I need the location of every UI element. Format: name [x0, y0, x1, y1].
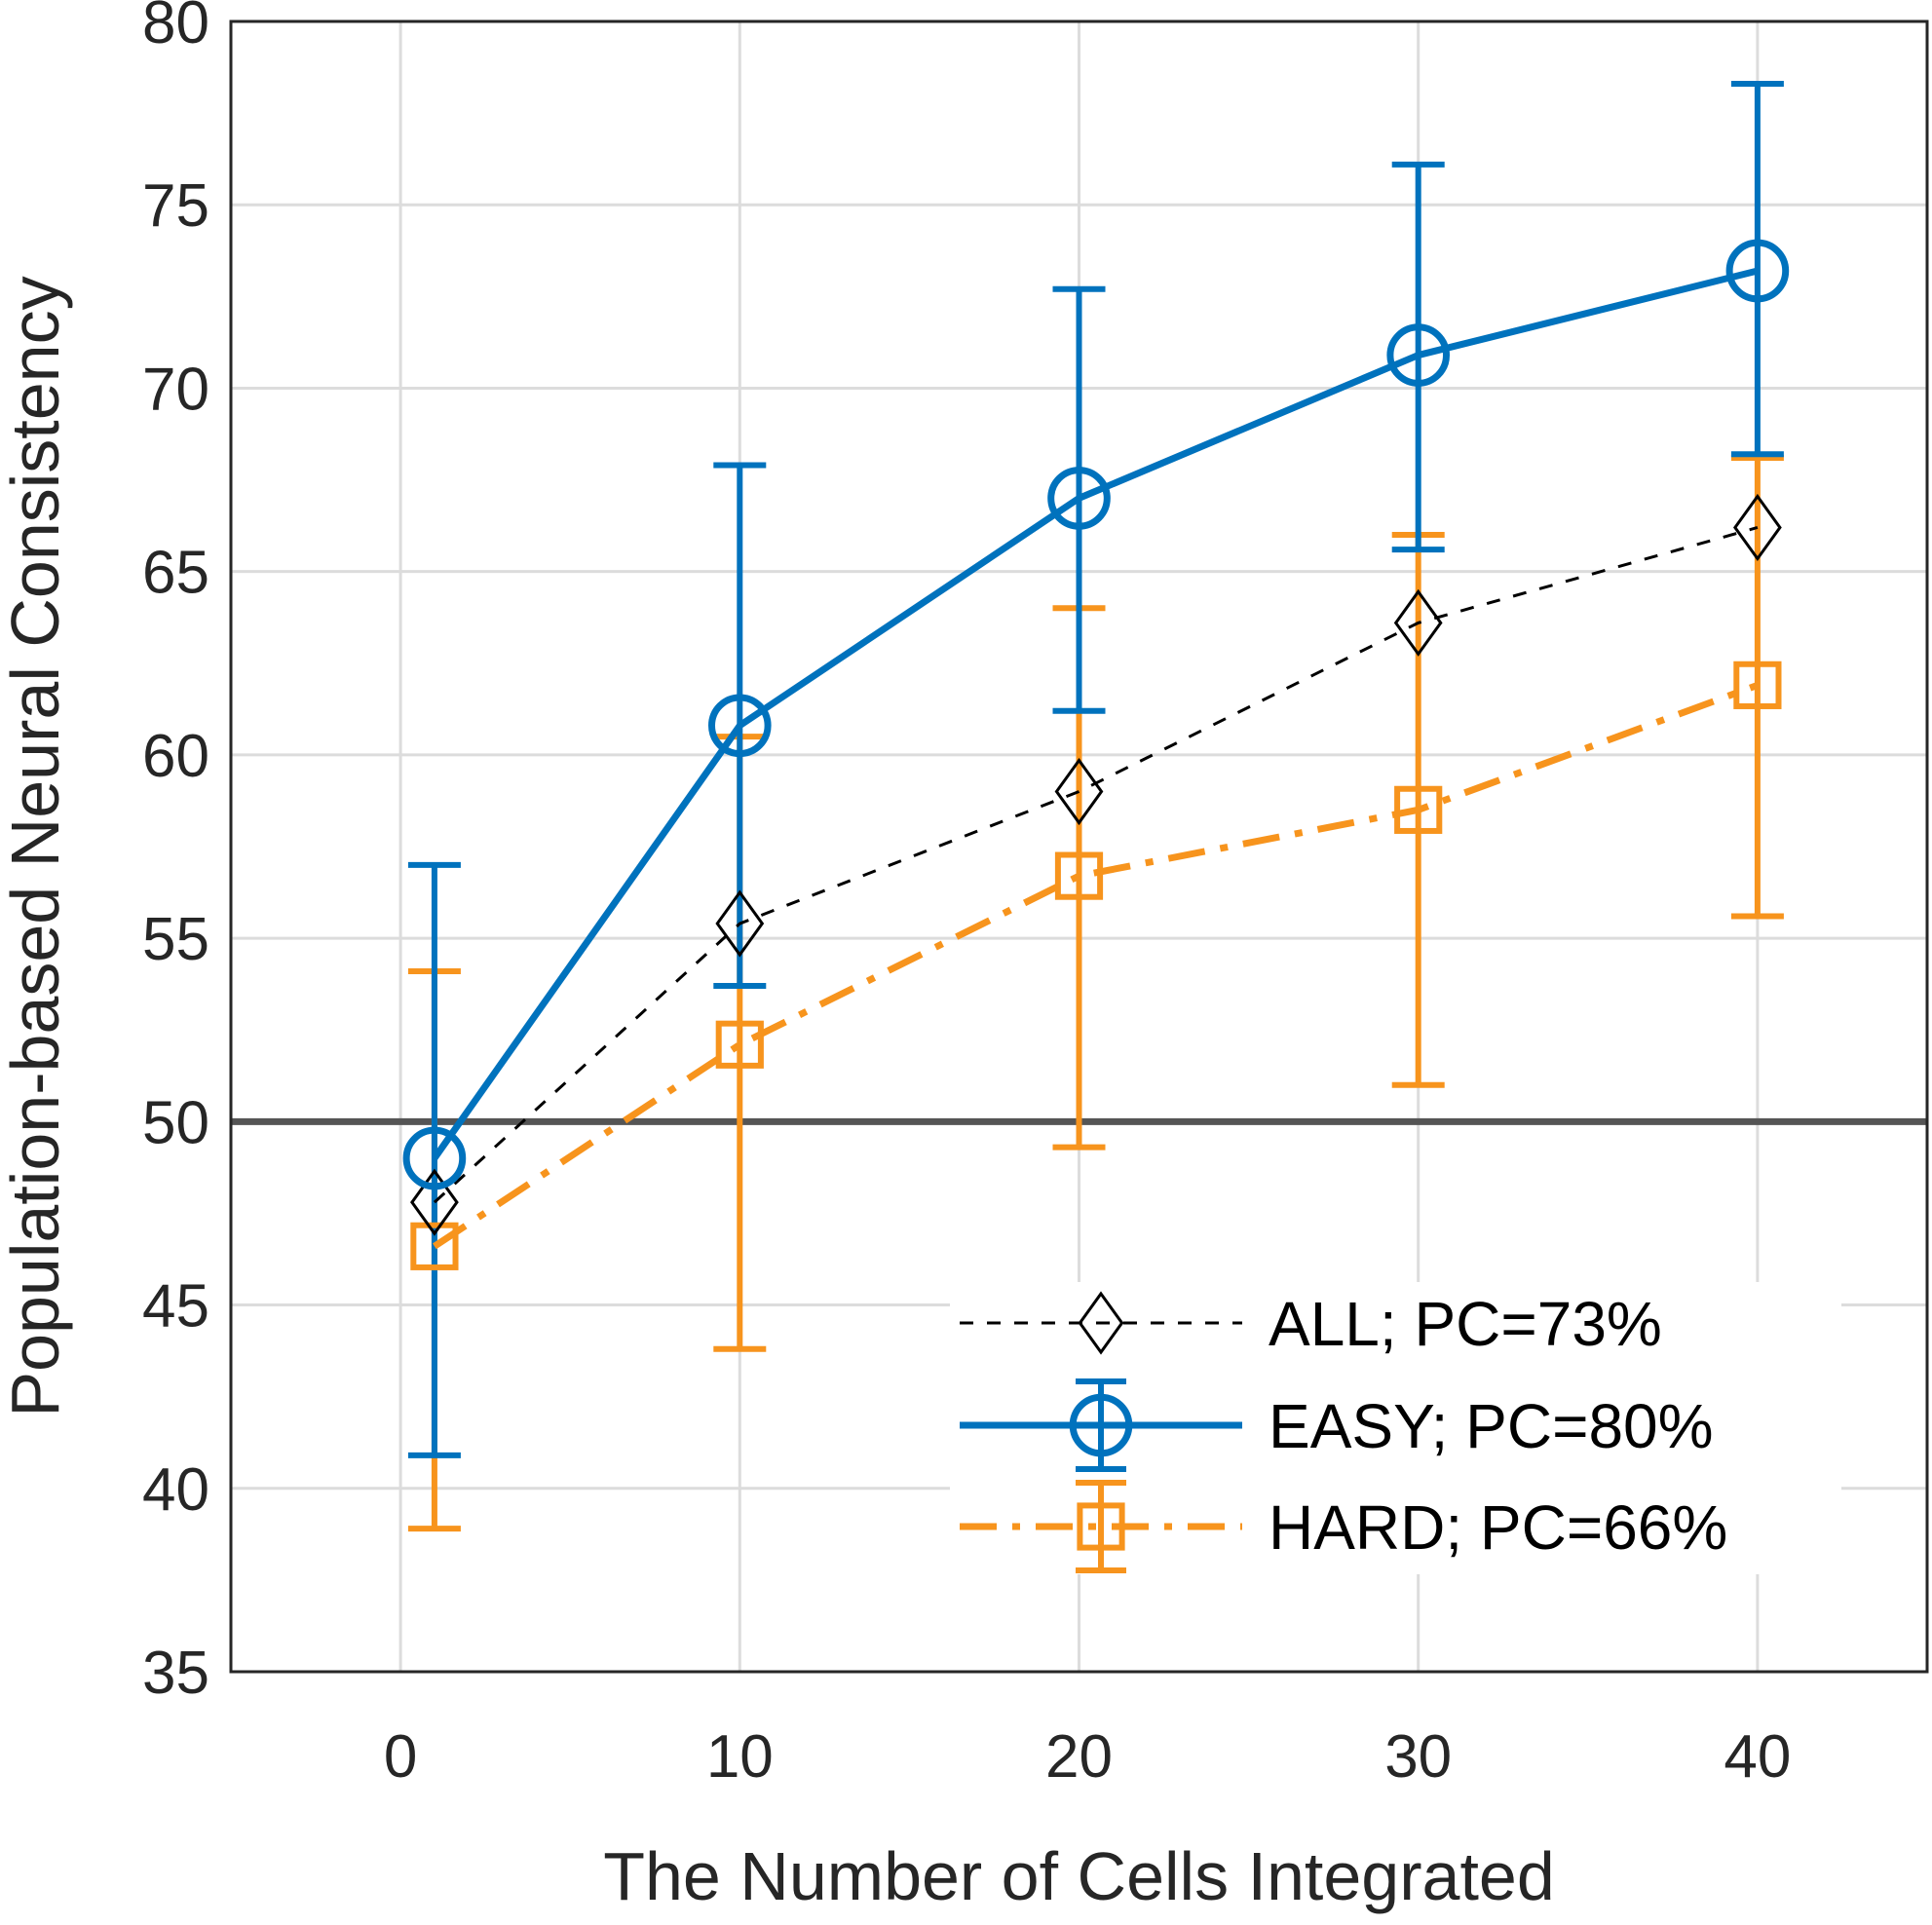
diamond-marker [1733, 493, 1782, 562]
series-line-square [432, 682, 1760, 1250]
y-tick-label: 70 [142, 356, 209, 423]
y-tick-label: 35 [142, 1640, 209, 1707]
series-line-circle [432, 267, 1759, 1160]
series-group [402, 80, 1790, 1532]
diamond-marker [715, 889, 765, 958]
square-marker [1733, 661, 1782, 709]
x-axis-label: The Number of Cells Integrated [603, 1838, 1555, 1914]
square-marker [1054, 851, 1104, 900]
series-line-diamond [433, 526, 1759, 1204]
y-tick-label: 60 [142, 723, 209, 790]
axes [229, 19, 1929, 1674]
legend-label-easy: EASY; PC=80% [1269, 1391, 1714, 1461]
x-tick-label: 0 [384, 1723, 417, 1791]
x-tick-label: 10 [706, 1723, 774, 1791]
error-bars-circle [407, 80, 1784, 1458]
circle-marker [708, 694, 772, 758]
legend-marker-diamond [1078, 1291, 1124, 1355]
y-tick-label: 55 [142, 906, 209, 973]
diamond-marker [1054, 757, 1104, 826]
circle-marker [1386, 323, 1450, 387]
y-tick-label: 75 [142, 172, 209, 240]
legend-marker-square [1077, 1502, 1125, 1551]
square-marker [1394, 785, 1443, 834]
markers-circle [402, 239, 1790, 1190]
square-marker [410, 1222, 459, 1270]
legend-marker-circle [1069, 1393, 1133, 1457]
y-tick-label: 50 [142, 1089, 209, 1156]
legend: ALL; PC=73% EASY; PC=80% HARD; PC=66% [950, 1282, 1841, 1574]
x-tick-label: 20 [1045, 1723, 1113, 1791]
y-axis-label: Population-based Neural Consistency [0, 276, 73, 1416]
x-tick-label: 40 [1724, 1723, 1791, 1791]
legend-item-hard: HARD; PC=66% [960, 1480, 1727, 1573]
circle-marker [1725, 239, 1790, 303]
square-marker [715, 1020, 764, 1069]
plot-frame [229, 19, 1929, 1674]
circle-marker [1047, 467, 1111, 530]
y-tick-label: 80 [142, 0, 209, 57]
legend-item-all: ALL; PC=73% [960, 1289, 1662, 1359]
y-tick-label: 45 [142, 1273, 209, 1340]
markers-diamond [410, 493, 1782, 1236]
markers-square [410, 661, 1782, 1270]
legend-label-hard: HARD; PC=66% [1269, 1492, 1727, 1563]
legend-item-easy: EASY; PC=80% [960, 1378, 1714, 1472]
x-tick-label: 30 [1384, 1723, 1452, 1791]
diamond-marker [410, 1168, 459, 1236]
legend-label-all: ALL; PC=73% [1269, 1289, 1662, 1359]
circle-marker [402, 1126, 467, 1190]
diamond-marker [1393, 588, 1443, 657]
y-tick-label: 65 [142, 540, 209, 607]
tick-labels: 0 10 20 30 40 35 40 45 50 55 60 65 70 75 80 [142, 0, 1791, 1791]
y-tick-label: 40 [142, 1456, 209, 1524]
